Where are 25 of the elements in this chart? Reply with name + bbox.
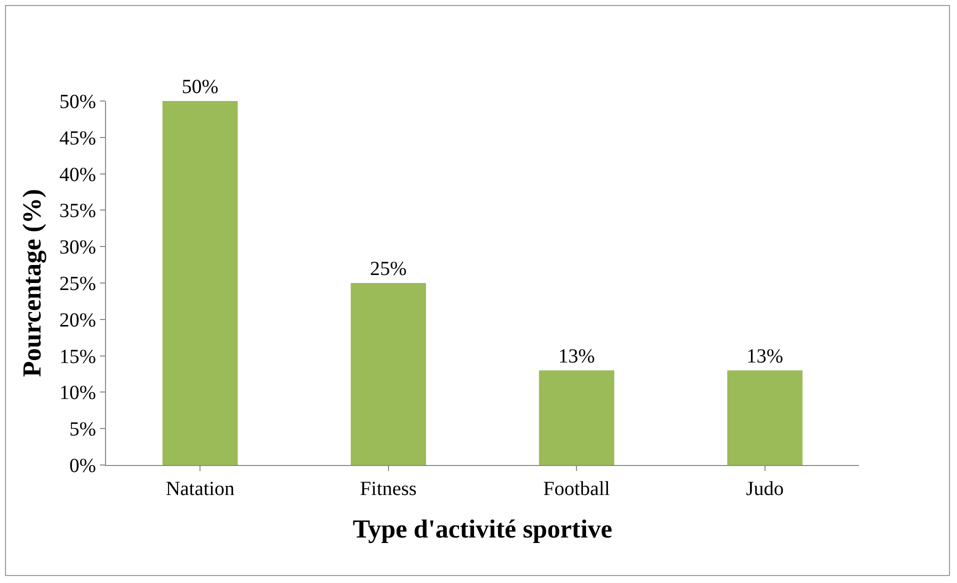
y-tick-label: 35% [59,200,96,222]
x-tick-label: Judo [746,478,784,500]
y-tick-label: 45% [59,127,96,150]
y-tick-label: 30% [59,236,96,259]
data-label: 13% [746,345,784,368]
y-tick-label: 0% [69,455,96,477]
x-axis-title: Type d'activité sportive [352,514,612,544]
y-tick-label: 5% [69,418,96,441]
y-tick-label: 10% [59,382,96,404]
data-label: 13% [558,345,595,368]
y-tick-label: 50% [59,91,96,113]
data-label: 25% [370,258,407,280]
y-tick-label: 25% [59,273,96,295]
x-tick-label: Football [543,478,610,500]
bar [350,283,426,465]
x-tick-label: Fitness [360,478,417,500]
bar [727,370,803,465]
y-tick-label: 40% [59,164,96,186]
y-axis-title: Pourcentage (%) [18,189,47,377]
y-tick-label: 15% [59,346,96,368]
data-label: 50% [182,76,218,98]
x-tick-label: Natation [166,478,235,500]
y-tick-label: 20% [59,309,96,332]
bar [162,101,238,465]
bar [538,370,614,465]
